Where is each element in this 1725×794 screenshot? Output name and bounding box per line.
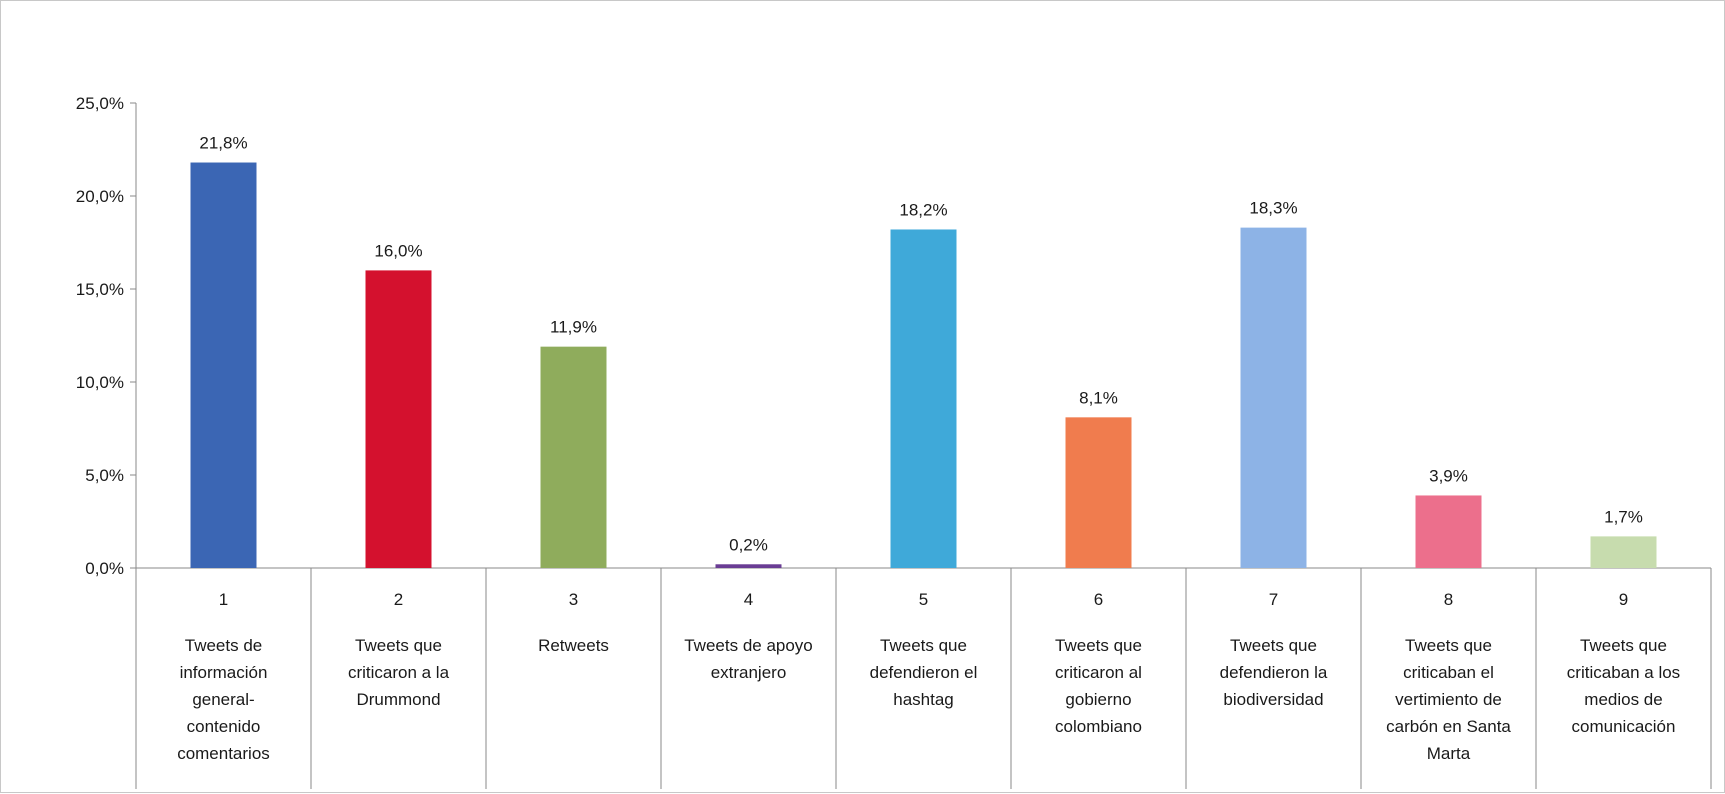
category-label-line: contenido [187,717,261,736]
bar-8 [1415,495,1482,568]
y-tick-label: 15,0% [76,280,124,299]
category-number: 6 [1094,590,1103,609]
category-number: 3 [569,590,578,609]
data-label: 1,7% [1604,507,1643,526]
category-number: 7 [1269,590,1278,609]
labels: 21,8% 1 Tweets de información general-conten… [177,134,1680,763]
category-label-line: medios de [1584,690,1662,709]
category-label-line: criticaron a la [348,663,450,682]
category-label-line: vertimiento de [1395,690,1502,709]
category-label-line: Tweets que [1405,636,1492,655]
bar-3 [540,346,607,568]
category-number: 9 [1619,590,1628,609]
data-label: 21,8% [199,134,247,153]
category-label-line: Tweets que [355,636,442,655]
category-label-line: gobierno [1065,690,1131,709]
category-label-line: Drummond [356,690,440,709]
category-label-line: extranjero [711,663,787,682]
data-label: 11,9% [550,318,597,337]
category-label-line: comunicación [1572,717,1676,736]
y-tick-label: 0,0% [85,559,124,578]
category-label-line: defendieron la [1220,663,1328,682]
bar-6 [1065,417,1132,568]
y-tick-label: 10,0% [76,373,124,392]
y-tick-label: 20,0% [76,187,124,206]
category-label-line: defendieron el [870,663,978,682]
category-label-line: general- [192,690,254,709]
category-label-line: Tweets que [880,636,967,655]
bar-7 [1240,227,1307,568]
data-label: 8,1% [1079,388,1118,407]
category-label-line: Tweets que [1580,636,1667,655]
category-label-line: hashtag [893,690,954,709]
y-tick-label: 25,0% [76,94,124,113]
y-tick-label: 5,0% [85,466,124,485]
bar-2 [365,270,432,568]
category-number: 5 [919,590,928,609]
category-label-line: Tweets de [185,636,263,655]
data-label: 16,0% [374,241,422,260]
category-number: 2 [394,590,403,609]
category-label-line: información [180,663,268,682]
category-label-line: criticaban el [1403,663,1494,682]
category-label-line: criticaron al [1055,663,1142,682]
category-label-line: carbón en Santa [1386,717,1511,736]
category-label-line: Tweets que [1055,636,1142,655]
data-label: 3,9% [1429,466,1468,485]
category-label-line: Tweets de apoyo [684,636,813,655]
category-label-line: colombiano [1055,717,1142,736]
category-number: 1 [219,590,228,609]
bar-5 [890,229,957,569]
category-label-line: Marta [1427,744,1471,763]
category-label-line: biodiversidad [1223,690,1323,709]
bar-4 [715,564,782,568]
bar-1 [190,162,257,568]
category-label-line: criticaban a los [1567,663,1680,682]
category-label-line: comentarios [177,744,270,763]
data-label: 18,2% [899,200,947,219]
data-label: 0,2% [729,535,768,554]
data-label: 18,3% [1249,199,1297,218]
category-number: 4 [744,590,753,609]
category-label-line: Retweets [538,636,609,655]
category-label-line: Tweets que [1230,636,1317,655]
bar-9 [1590,536,1657,568]
category-number: 8 [1444,590,1453,609]
bars [190,162,1657,569]
